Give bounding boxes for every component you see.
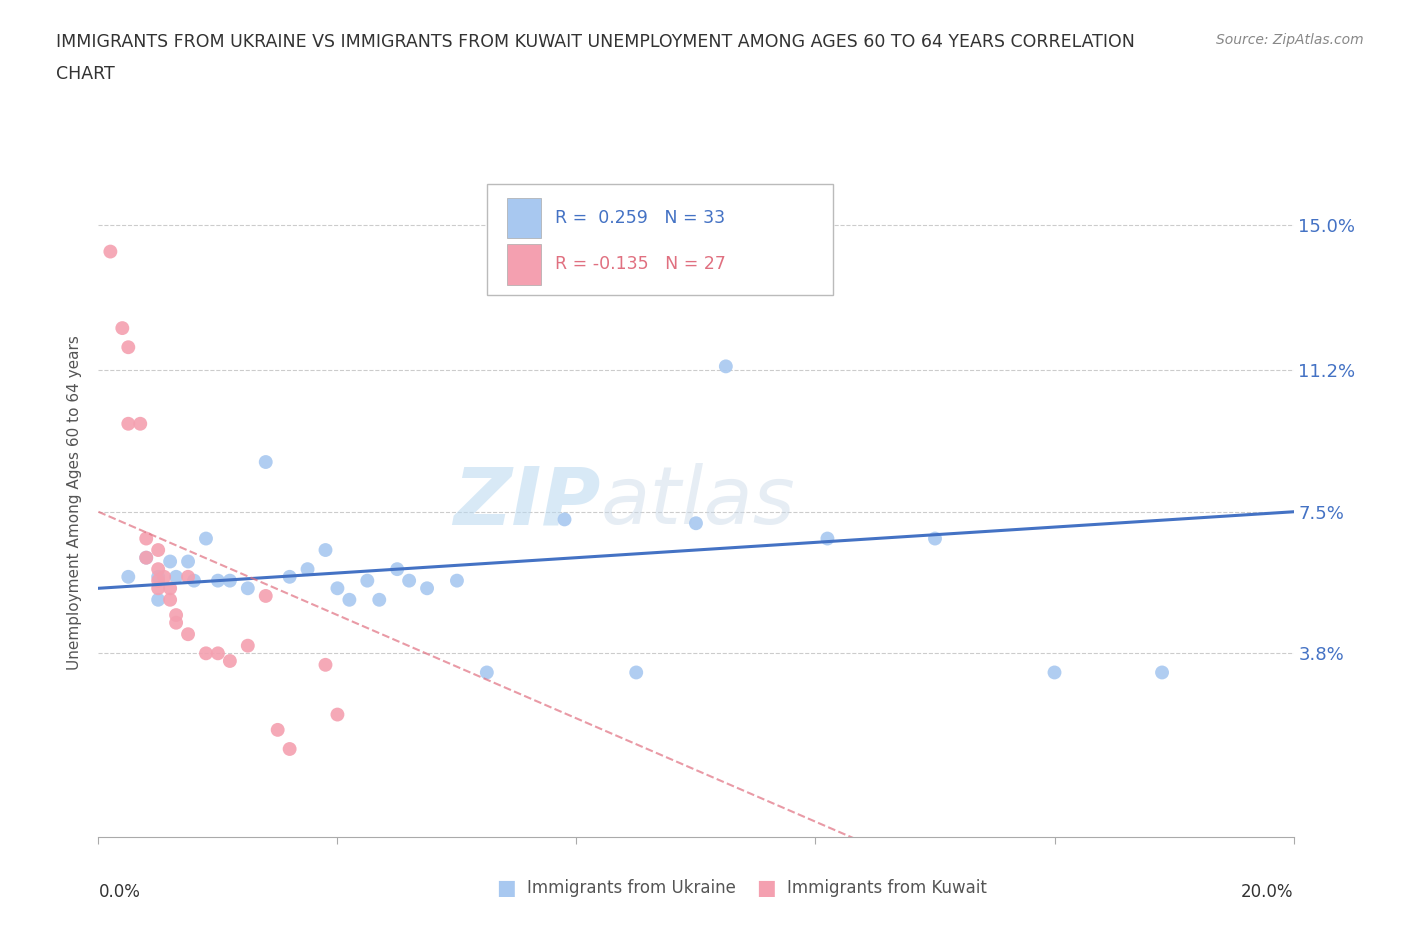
Point bbox=[626, 665, 648, 680]
Point bbox=[135, 551, 157, 565]
Point bbox=[165, 569, 187, 584]
Point bbox=[326, 707, 349, 722]
Point bbox=[385, 562, 409, 577]
Point bbox=[267, 723, 290, 737]
Point bbox=[278, 569, 301, 584]
Point bbox=[183, 573, 205, 588]
Point bbox=[1043, 665, 1066, 680]
Point bbox=[100, 245, 122, 259]
Point bbox=[148, 581, 170, 596]
Point bbox=[1150, 665, 1173, 680]
Point bbox=[148, 573, 170, 588]
Point bbox=[416, 581, 439, 596]
Point bbox=[111, 321, 134, 336]
Point bbox=[129, 417, 152, 432]
Point bbox=[165, 607, 187, 622]
Point bbox=[117, 417, 139, 432]
Text: ■: ■ bbox=[756, 878, 776, 898]
Point bbox=[446, 573, 468, 588]
Point bbox=[135, 551, 157, 565]
Point bbox=[254, 455, 277, 470]
Text: ZIP: ZIP bbox=[453, 463, 600, 541]
Point bbox=[554, 512, 576, 527]
Text: ■: ■ bbox=[496, 878, 516, 898]
Text: R =  0.259   N = 33: R = 0.259 N = 33 bbox=[555, 208, 725, 227]
Point bbox=[236, 638, 259, 653]
Point bbox=[475, 665, 498, 680]
Point bbox=[356, 573, 378, 588]
Point bbox=[315, 658, 337, 672]
Point bbox=[148, 542, 170, 557]
Point bbox=[368, 592, 391, 607]
Y-axis label: Unemployment Among Ages 60 to 64 years: Unemployment Among Ages 60 to 64 years bbox=[67, 335, 83, 670]
Point bbox=[297, 562, 319, 577]
Text: CHART: CHART bbox=[56, 65, 115, 83]
Text: 20.0%: 20.0% bbox=[1241, 883, 1294, 901]
Point bbox=[219, 573, 242, 588]
Point bbox=[135, 531, 157, 546]
Text: 0.0%: 0.0% bbox=[98, 883, 141, 901]
Point bbox=[326, 581, 349, 596]
Point bbox=[714, 359, 737, 374]
Point bbox=[195, 646, 218, 661]
Text: Source: ZipAtlas.com: Source: ZipAtlas.com bbox=[1216, 33, 1364, 46]
FancyBboxPatch shape bbox=[486, 184, 834, 295]
Point bbox=[159, 581, 181, 596]
FancyBboxPatch shape bbox=[508, 245, 541, 285]
Point bbox=[148, 569, 170, 584]
Point bbox=[815, 531, 838, 546]
Point bbox=[278, 741, 301, 756]
Point bbox=[195, 531, 218, 546]
Point bbox=[207, 573, 229, 588]
Point bbox=[148, 562, 170, 577]
Point bbox=[177, 554, 200, 569]
Point bbox=[207, 646, 229, 661]
Point bbox=[165, 616, 187, 631]
Point bbox=[315, 542, 337, 557]
Text: IMMIGRANTS FROM UKRAINE VS IMMIGRANTS FROM KUWAIT UNEMPLOYMENT AMONG AGES 60 TO : IMMIGRANTS FROM UKRAINE VS IMMIGRANTS FR… bbox=[56, 33, 1135, 50]
Point bbox=[117, 339, 139, 354]
Text: Immigrants from Ukraine: Immigrants from Ukraine bbox=[527, 879, 737, 897]
Point bbox=[177, 569, 200, 584]
Point bbox=[236, 581, 259, 596]
Point bbox=[153, 569, 176, 584]
Point bbox=[339, 592, 360, 607]
Point bbox=[177, 627, 200, 642]
Point bbox=[159, 592, 181, 607]
Text: atlas: atlas bbox=[600, 463, 796, 541]
Point bbox=[219, 654, 242, 669]
Point bbox=[254, 589, 277, 604]
FancyBboxPatch shape bbox=[508, 197, 541, 238]
Point bbox=[159, 554, 181, 569]
Text: Immigrants from Kuwait: Immigrants from Kuwait bbox=[787, 879, 987, 897]
Point bbox=[117, 569, 139, 584]
Text: R = -0.135   N = 27: R = -0.135 N = 27 bbox=[555, 256, 725, 273]
Point bbox=[924, 531, 946, 546]
Point bbox=[685, 516, 707, 531]
Point bbox=[148, 592, 170, 607]
Point bbox=[398, 573, 420, 588]
